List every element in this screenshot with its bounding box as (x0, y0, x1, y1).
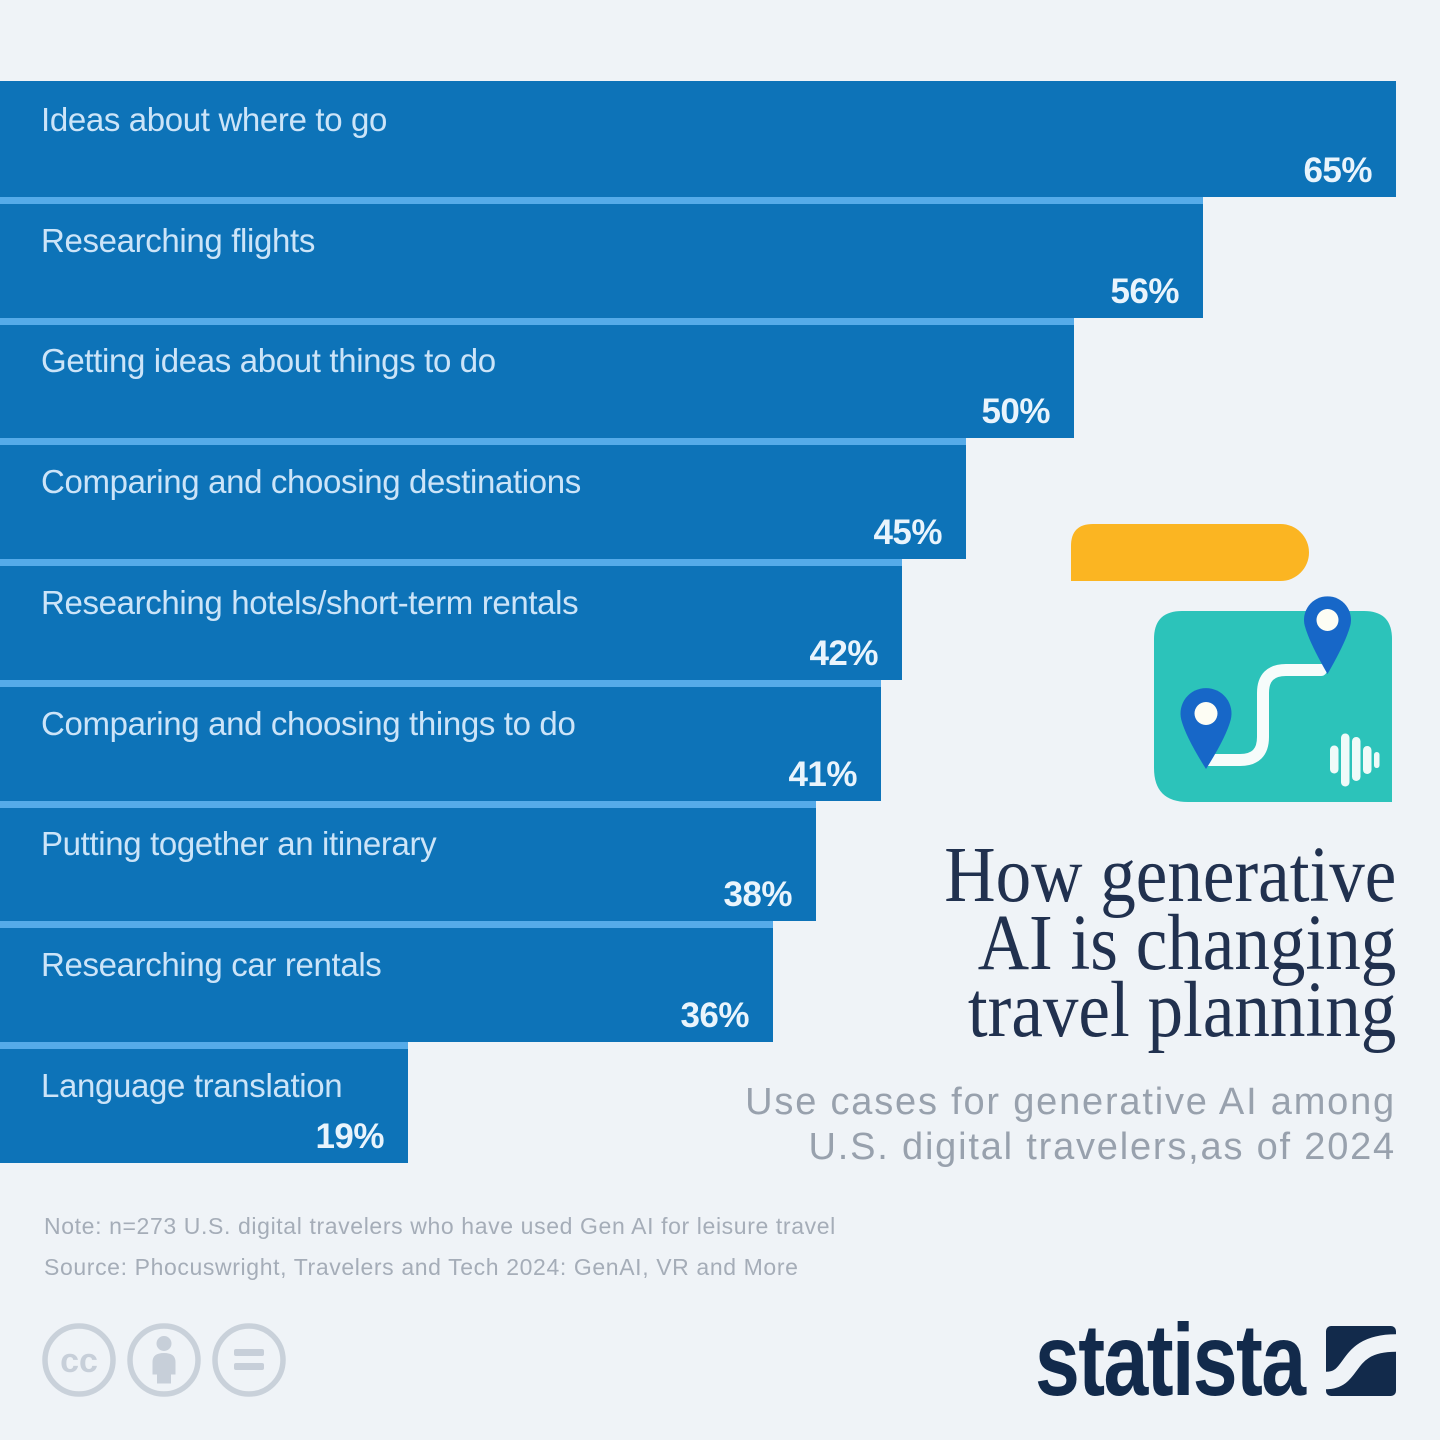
svg-text:cc: cc (60, 1342, 98, 1380)
